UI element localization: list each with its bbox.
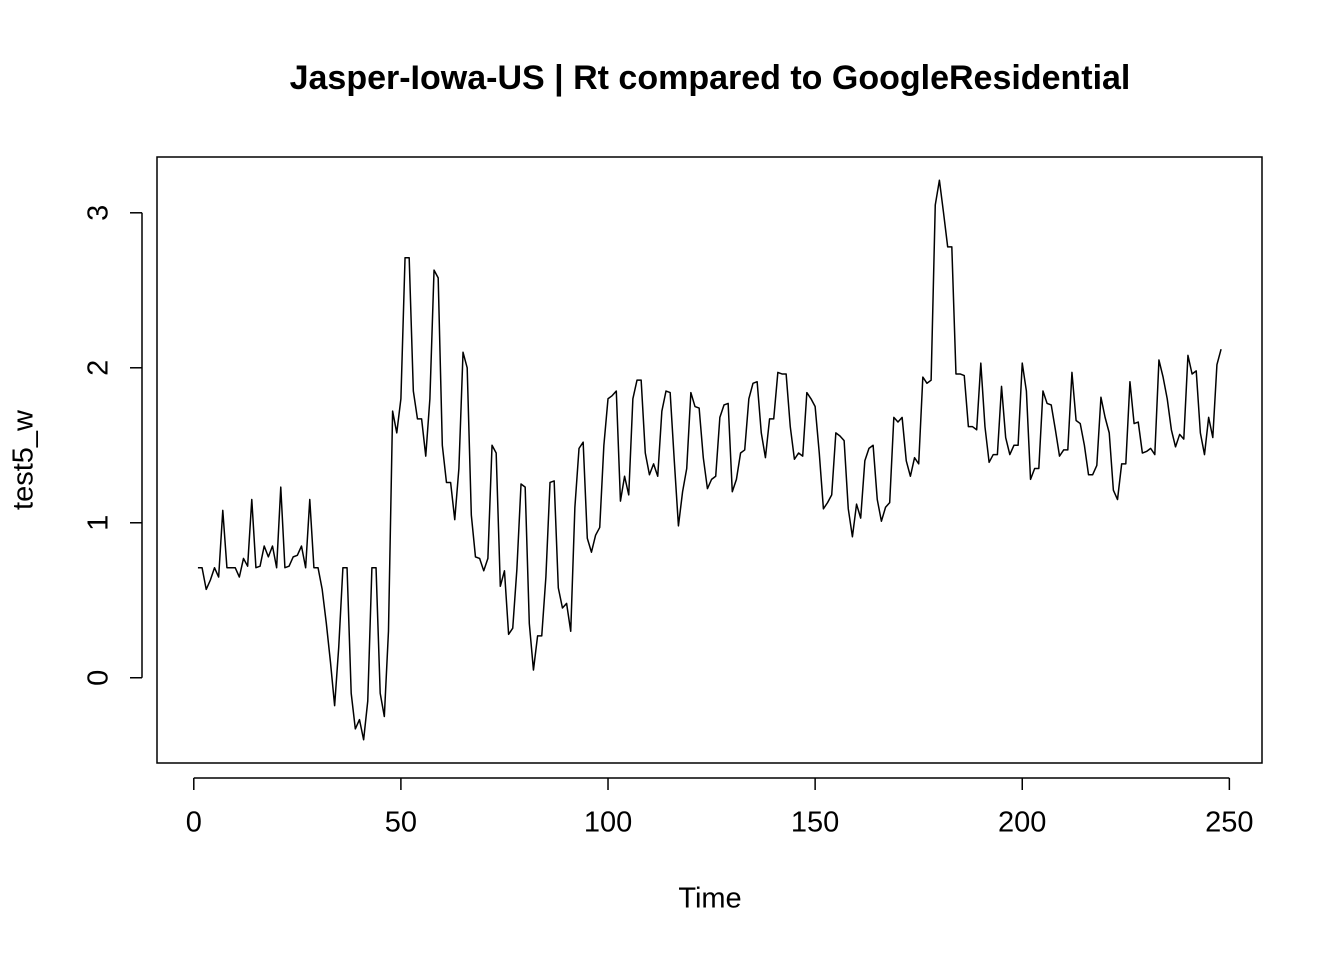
x-tick-label: 0 [186, 807, 202, 839]
x-tick-label: 200 [998, 807, 1046, 839]
x-tick-label: 150 [791, 807, 839, 839]
chart-title: Jasper-Iowa-US | Rt compared to GoogleRe… [290, 59, 1131, 97]
plot-frame [156, 156, 1263, 764]
y-axis-label: test5_w [8, 409, 40, 510]
y-tick-label: 2 [83, 360, 115, 376]
y-tick-label: 0 [83, 670, 115, 686]
data-line [197, 179, 1222, 741]
x-tick-label: 100 [584, 807, 632, 839]
y-tick-label: 3 [83, 205, 115, 221]
x-tick-label: 250 [1205, 807, 1253, 839]
y-tick-label: 1 [83, 515, 115, 531]
x-tick-label: 50 [385, 807, 417, 839]
x-axis-label: Time [678, 883, 741, 915]
